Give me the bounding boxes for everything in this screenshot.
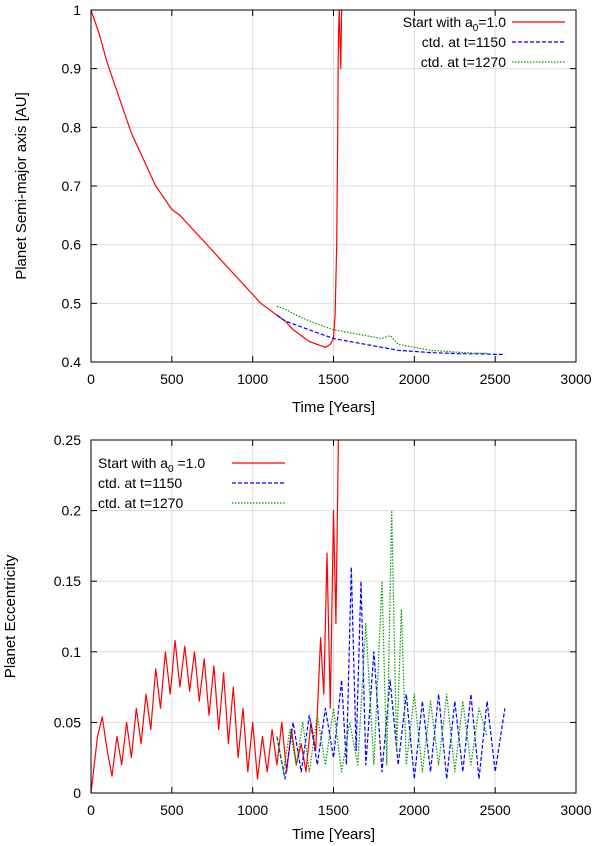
x-tick-label: 1500 [318,371,349,387]
legend-label-red: Start with a0=1.0 [403,14,506,34]
legend-label-main: Start with a [98,455,168,471]
x-tick-label: 2500 [480,371,511,387]
y-axis-title: Planet Semi-major axis [AU] [13,92,30,280]
series-line-red [91,440,339,793]
chart-panel-1: 0 500 1000 1500 2000 2500 3000 0.4 0.5 0.6 0.7 0.8 0… [13,2,592,416]
legend-label-blue: ctd. at t=1150 [98,475,182,491]
legend-label-blue: ctd. at t=1150 [422,34,506,50]
legend-label-green: ctd. at t=1270 [98,495,183,511]
legend-label-subscript: 0 [168,464,174,475]
series-line-green [276,510,488,773]
legend-label-tail: =1.0 [174,455,206,471]
y-tick-label: 0.5 [62,295,82,311]
x-tick-label: 1000 [237,802,268,818]
x-tick-label: 500 [160,802,184,818]
x-tick-label: 3000 [560,371,591,387]
y-tick-label: 1 [73,2,81,18]
y-tick-label: 0.9 [62,61,82,77]
chart-panel-2: 0 500 1000 1500 2000 2500 3000 0 0.05 0.1 0.15 0.2 0… [2,432,592,843]
legend-label-subscript: 0 [473,23,479,34]
legend-label-green: ctd. at t=1270 [421,54,506,70]
y-axis-title: Planet Eccentricity [2,554,19,678]
y-tick-label: 0.6 [62,237,82,253]
legend-label-red: Start with a0 =1.0 [98,455,205,475]
y-tick-label: 0.2 [62,503,82,519]
x-tick-label: 2500 [480,802,511,818]
x-tick-label: 500 [160,371,184,387]
series-group [91,440,506,793]
y-tick-label: 0.25 [54,432,81,448]
y-tick-label: 0.15 [54,573,81,589]
x-tick-label: 2000 [399,371,430,387]
x-tick-label: 1000 [237,371,268,387]
x-tick-label: 3000 [560,802,591,818]
x-axis-title: Time [Years] [292,826,375,843]
x-tick-label: 0 [87,802,95,818]
y-tick-label: 0.7 [62,178,82,194]
y-tick-label: 0.1 [62,644,82,660]
series-line-green [276,305,488,354]
legend-label-tail: =1.0 [478,14,506,30]
series-line-red [91,10,343,348]
x-tick-label: 2000 [399,802,430,818]
series-line-blue [276,566,506,780]
x-tick-label: 1500 [318,802,349,818]
legend-label-main: Start with a [403,14,473,30]
y-tick-label: 0.05 [54,714,81,730]
series-line-blue [276,314,505,355]
y-tick-label: 0.8 [62,119,82,135]
x-axis-title: Time [Years] [292,399,375,416]
y-tick-label: 0.4 [62,354,82,370]
y-tick-label: 0 [73,785,81,801]
series-group [91,10,505,355]
x-tick-label: 0 [87,371,95,387]
